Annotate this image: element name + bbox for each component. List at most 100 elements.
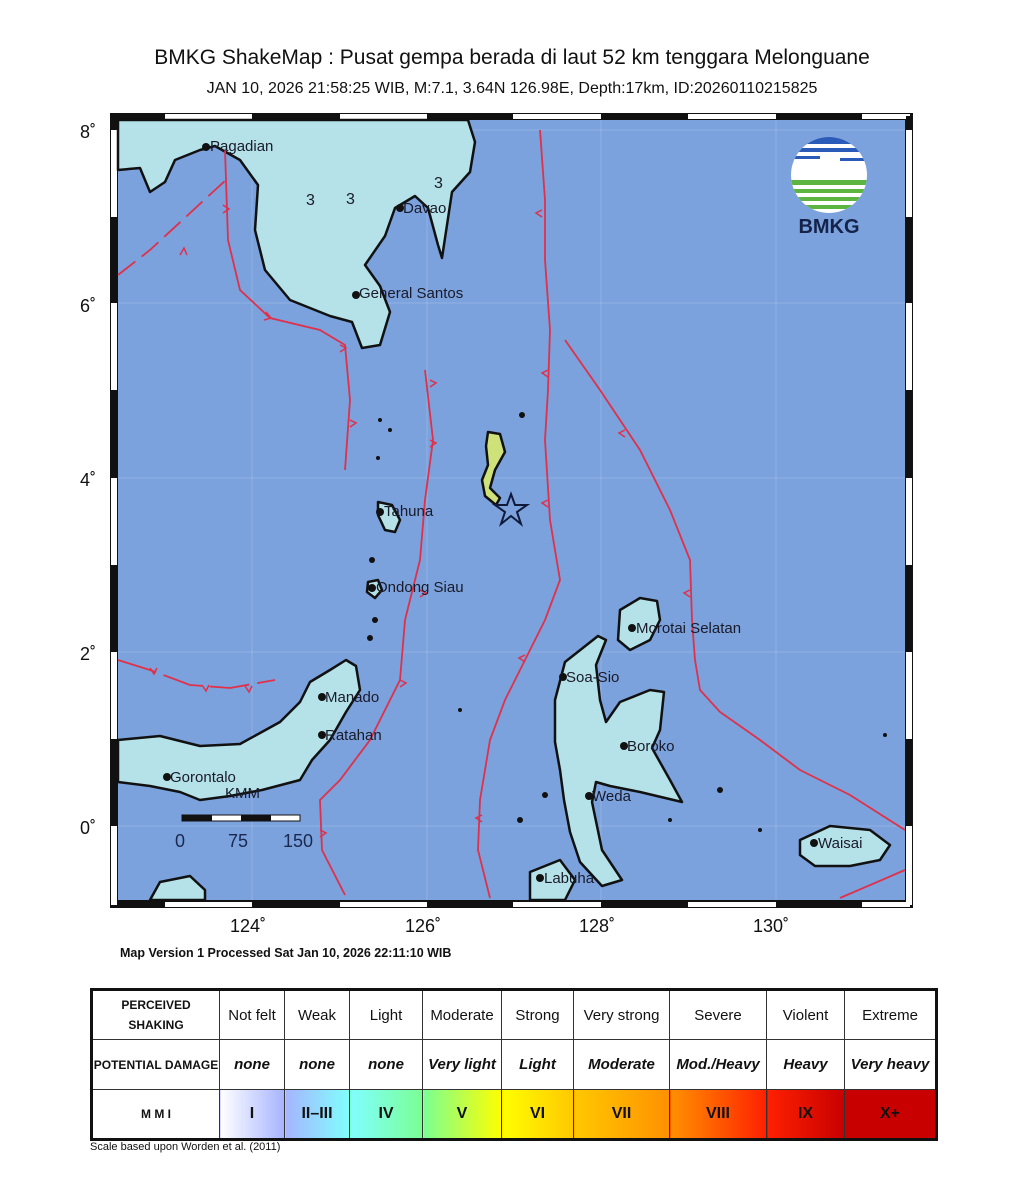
place-ratahan: Ratahan — [325, 727, 382, 744]
frame-segment — [111, 826, 117, 905]
mmi-cell: I — [219, 1089, 285, 1140]
frame-segment — [113, 114, 165, 119]
legend-header: M M I — [91, 1089, 220, 1140]
frame-segment — [513, 902, 601, 907]
place-davao: Davao — [403, 200, 446, 217]
frame-segment — [906, 217, 912, 303]
frame-segment — [165, 114, 252, 119]
lon-label: 126˚ — [405, 916, 441, 936]
mmi-legend: PERCEIVED SHAKING Not felt Weak Light Mo… — [90, 988, 938, 1141]
legend-cell: Very strong — [573, 989, 670, 1040]
place-weda: Weda — [592, 788, 632, 805]
legend-cell: Violent — [766, 989, 845, 1040]
legend-cell: Not felt — [219, 989, 285, 1040]
legend-cell: Very heavy — [844, 1039, 937, 1090]
frame-segment — [252, 114, 340, 119]
legend-cell: Moderate — [422, 989, 502, 1040]
fault-teeth — [149, 204, 691, 838]
frame-segment — [427, 902, 513, 907]
land-halmahera — [553, 634, 684, 888]
map-title: BMKG ShakeMap : Pusat gempa berada di la… — [154, 46, 870, 69]
frame-segment — [862, 114, 910, 119]
legend-cell: Moderate — [573, 1039, 670, 1090]
scale-note: Scale based upon Worden et al. (2011) — [90, 1141, 281, 1153]
legend-header: POTENTIAL DAMAGE — [91, 1039, 220, 1090]
mmi-cell: X+ — [844, 1089, 937, 1140]
frame-segment — [111, 565, 117, 652]
scale-bar: 0 75 150 — [175, 814, 313, 851]
frame-segment — [906, 565, 912, 652]
fault-dashed — [117, 179, 227, 276]
frame-segment — [906, 130, 912, 217]
lon-label: 128˚ — [579, 916, 615, 936]
legend-cell: Strong — [501, 989, 574, 1040]
event-details: JAN 10, 2026 21:58:25 WIB, M:7.1, 3.64N … — [206, 80, 818, 97]
legend-row-damage: POTENTIAL DAMAGE none none none Very lig… — [91, 1039, 937, 1090]
small-islands — [367, 412, 887, 832]
place-kmm: KMM — [225, 785, 260, 802]
legend-header: PERCEIVED SHAKING — [91, 989, 220, 1040]
legend-cell: Light — [349, 989, 423, 1040]
svg-text:75: 75 — [228, 831, 248, 851]
frame-segment — [906, 303, 912, 390]
fault-cotabato — [224, 149, 351, 471]
land-sulawesi-north — [116, 658, 362, 802]
lat-label: 2˚ — [80, 644, 96, 664]
lat-label: 8˚ — [80, 122, 96, 142]
frame-segment — [113, 902, 165, 907]
svg-text:0: 0 — [175, 831, 185, 851]
svg-text:3: 3 — [434, 175, 443, 192]
place-morotai-selatan: Morotai Selatan — [636, 620, 741, 637]
frame-segment — [906, 826, 912, 905]
frame-segment — [340, 902, 427, 907]
graticule — [118, 120, 905, 900]
frame-segment — [906, 652, 912, 739]
lat-label: 0˚ — [80, 818, 96, 838]
frame-ticks — [111, 114, 912, 907]
intensity-contour-labels: 3 3 3 — [306, 175, 443, 209]
frame-segment — [601, 114, 688, 119]
place-labuha: Labuha — [544, 870, 595, 887]
legend-cell: Light — [501, 1039, 574, 1090]
frame-segment — [906, 478, 912, 565]
mmi-cell: IV — [349, 1089, 423, 1140]
frame-segment — [427, 114, 513, 119]
frame-segment — [340, 114, 427, 119]
frame-segment — [906, 739, 912, 826]
legend-cell: Extreme — [844, 989, 937, 1040]
fault-north-sulawesi — [117, 659, 276, 689]
svg-text:3: 3 — [346, 191, 355, 208]
mmi-cell: IX — [766, 1089, 845, 1140]
fault-molucca — [477, 129, 561, 899]
city-markers — [163, 143, 818, 882]
frame-segment — [111, 217, 117, 303]
frame-segment — [111, 116, 117, 130]
frame-segment — [165, 902, 252, 907]
land-waigeo — [798, 824, 892, 868]
frame-segment — [513, 114, 601, 119]
land-mindanao — [116, 118, 477, 350]
land-sulawesi-south — [148, 874, 207, 902]
fault-sorong — [839, 869, 906, 899]
bmkg-logo: BMKG — [791, 137, 867, 238]
land-talaud — [480, 430, 507, 507]
epicenter-star-icon — [491, 491, 531, 527]
mmi-cell: V — [422, 1089, 502, 1140]
frame-segment — [776, 902, 862, 907]
frame-segment — [688, 902, 776, 907]
lon-label: 130˚ — [753, 916, 789, 936]
legend-row-mmi: M M I I II–III IV V VI VII VIII IX X+ — [91, 1089, 937, 1140]
svg-text:BMKG: BMKG — [798, 216, 859, 238]
frame-segment — [111, 130, 117, 217]
land-morotai — [616, 596, 662, 652]
lat-label: 4˚ — [80, 470, 96, 490]
place-soa-sio: Soa-Sio — [566, 669, 619, 686]
legend-cell: none — [349, 1039, 423, 1090]
svg-text:3: 3 — [306, 192, 315, 209]
frame-segment — [906, 390, 912, 478]
fault-philippine-trench — [564, 339, 906, 831]
frame-segment — [111, 390, 117, 478]
legend-cell: Weak — [284, 989, 350, 1040]
place-ondong-siau: Ondong Siau — [376, 579, 464, 596]
place-boroko: Boroko — [627, 738, 675, 755]
